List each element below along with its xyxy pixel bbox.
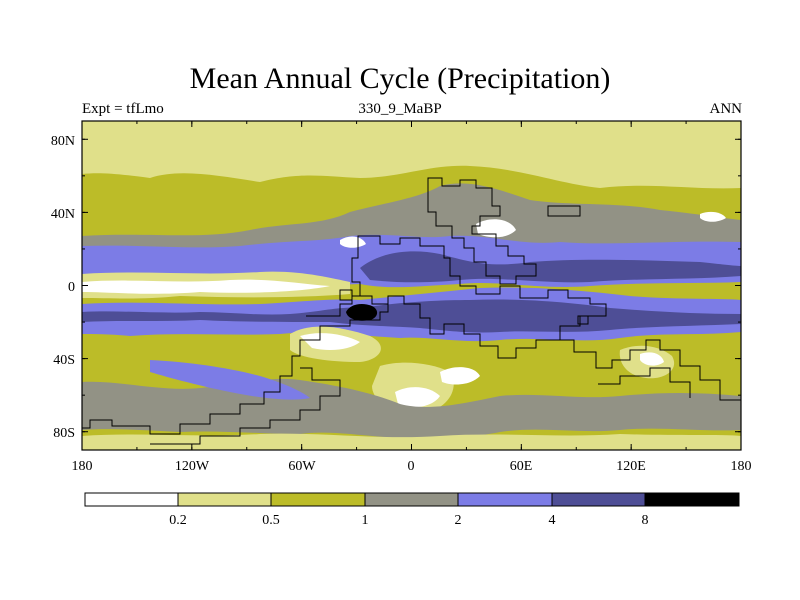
colorbar-label-4: 4	[549, 513, 556, 528]
colorbar-label-8: 8	[642, 513, 649, 528]
field-sh-dark	[82, 299, 741, 333]
field-sh-white-1	[300, 333, 360, 350]
field-north-light	[82, 121, 741, 189]
outline-island-3	[577, 315, 589, 325]
colorbar-box-0	[85, 493, 178, 506]
field-sh-white-2	[395, 387, 440, 408]
colorbar-box-5	[552, 493, 645, 506]
lon-label-120e: 120E	[616, 459, 646, 474]
precipitation-field	[82, 121, 741, 450]
field-max	[346, 304, 378, 321]
latitude-axis: 80N 40N 0 40S 80S	[51, 134, 75, 441]
lat-label-40n: 40N	[51, 207, 75, 222]
colorbar-label-1: 1	[362, 513, 369, 528]
lon-label-0: 0	[408, 459, 415, 474]
field-sh-blue-streak	[150, 360, 310, 400]
field-nh-dark	[360, 251, 741, 283]
season-label: ANN	[709, 101, 743, 117]
field-north-white-3	[340, 236, 366, 248]
colorbar-box-2	[271, 493, 365, 506]
field-north-white-1	[476, 219, 516, 238]
colorbar-box-3	[365, 493, 458, 506]
colorbar-label-2: 2	[455, 513, 462, 528]
outline-island-2	[339, 289, 353, 301]
colorbar-label-0.2: 0.2	[169, 513, 187, 528]
longitude-axis: 180 120W 60W 0 60E 120E 180	[72, 459, 752, 474]
lon-label-180w: 180	[72, 459, 93, 474]
experiment-label: Expt = tfLmo	[82, 101, 164, 117]
outline-east-arm	[560, 339, 742, 418]
outline-north-continent	[427, 177, 537, 285]
outline-main-continent	[351, 235, 607, 359]
plot-title: Mean Annual Cycle (Precipitation)	[189, 62, 611, 95]
field-south-light	[82, 433, 741, 450]
lon-label-180e: 180	[731, 459, 752, 474]
lon-label-120w: 120W	[175, 459, 210, 474]
continent-outlines	[82, 177, 742, 445]
lat-label-80n: 80N	[51, 134, 75, 149]
outline-island-1	[547, 205, 581, 217]
colorbar-frame	[84, 492, 740, 507]
outline-south-arm	[150, 367, 341, 445]
colorbar-box-4	[458, 493, 552, 506]
outline-east-arm-inner	[598, 367, 691, 398]
outline-south-continent	[82, 295, 389, 435]
field-sh-white-4	[640, 352, 664, 366]
lat-label-0: 0	[68, 280, 75, 295]
field-sh-white-3	[440, 367, 480, 385]
colorbar-box-1	[178, 493, 271, 506]
lat-label-40s: 40S	[53, 353, 75, 368]
colorbar: 0.2 0.5 1 2 4 8	[84, 492, 740, 528]
lon-label-60w: 60W	[288, 459, 316, 474]
colorbar-label-0.5: 0.5	[262, 513, 280, 528]
colorbar-box-6	[645, 493, 739, 506]
period-label: 330_9_MaBP	[358, 101, 442, 117]
field-equator-white	[82, 279, 330, 294]
lat-label-80s: 80S	[53, 426, 75, 441]
lon-label-60e: 60E	[510, 459, 533, 474]
field-north-white-2	[700, 211, 726, 222]
axis-ticks	[81, 121, 742, 450]
